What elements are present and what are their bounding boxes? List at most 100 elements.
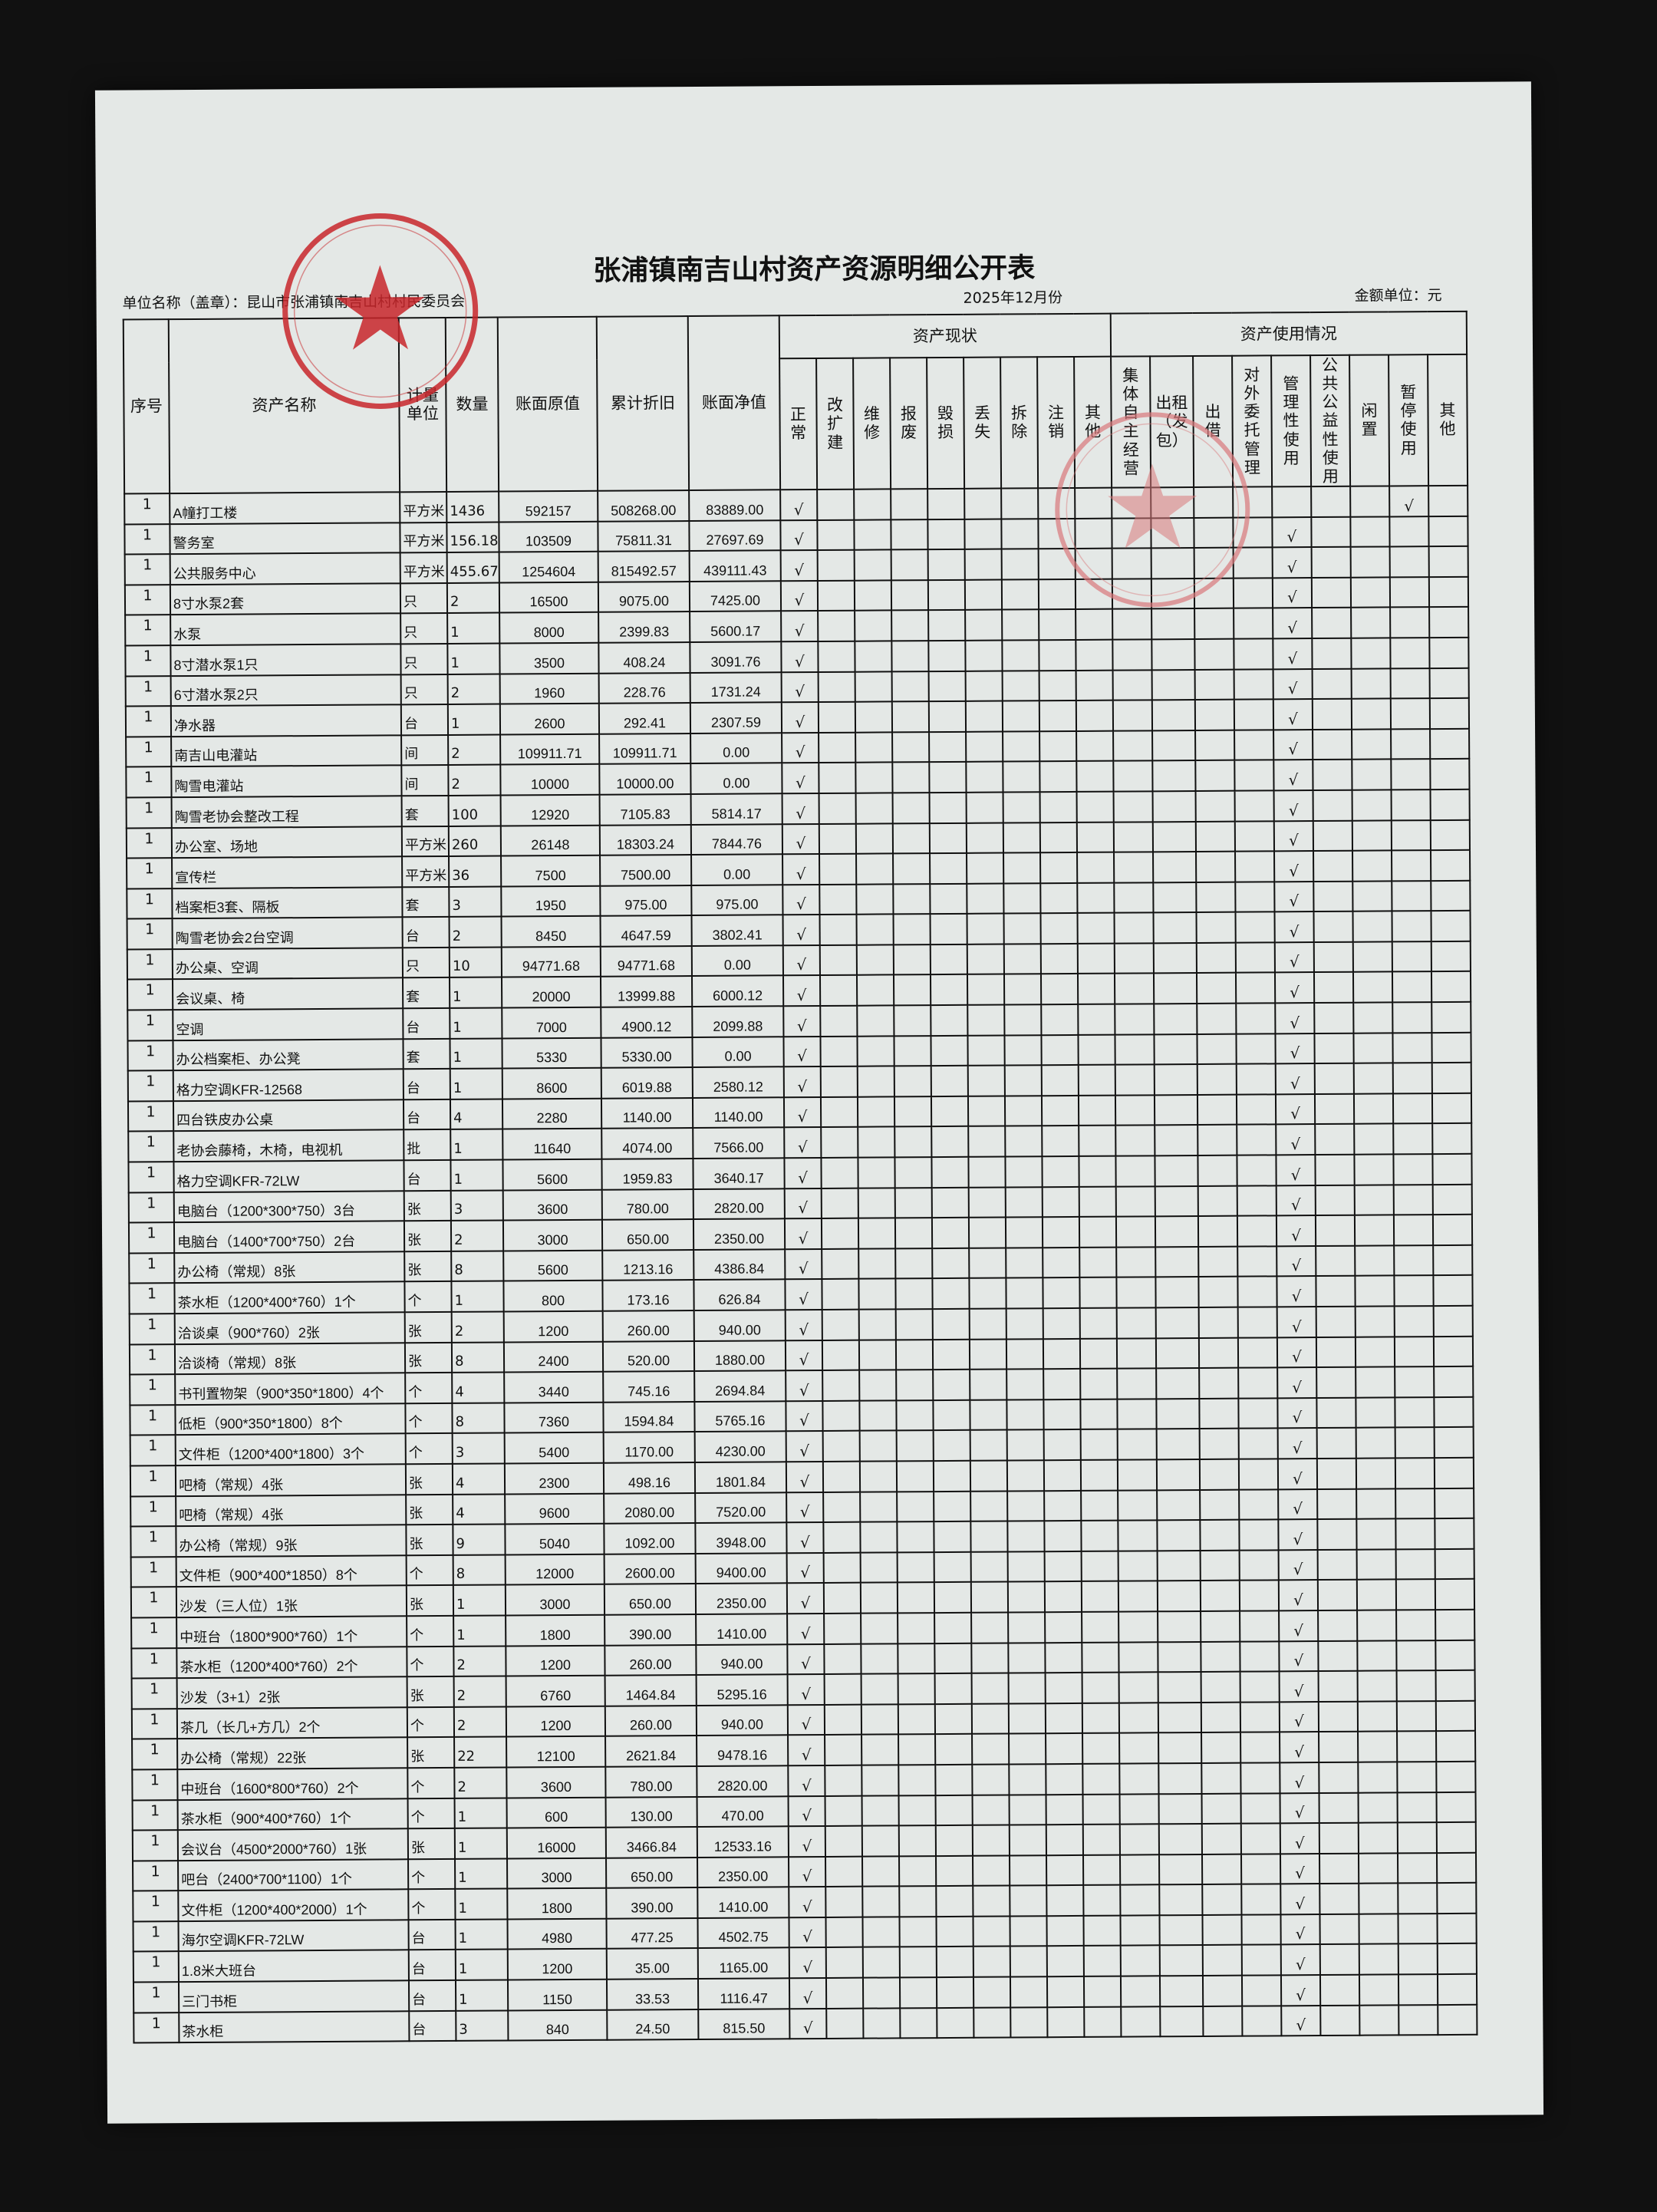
header-usage-7: 暂停使用: [1389, 354, 1429, 486]
usage-cell-2: [1197, 1185, 1237, 1217]
usage-cell-7: [1391, 850, 1431, 882]
status-cell-1: [822, 1309, 859, 1340]
usage-cell-6: [1359, 1914, 1398, 1945]
usage-cell-1: [1151, 548, 1194, 579]
header-usage-3: 对外委托管理: [1232, 355, 1273, 487]
usage-cell-5: [1313, 941, 1353, 973]
usage-cell-1: [1151, 700, 1196, 731]
usage-cell-7: [1392, 1063, 1432, 1094]
status-cell-8: [1082, 1642, 1119, 1673]
usage-cell-8: [1429, 607, 1469, 638]
status-cell-8: [1083, 1915, 1121, 1947]
cell-depreciation: 650.00: [601, 1219, 694, 1251]
status-cell-6: [1010, 1916, 1047, 1947]
status-cell-3: [891, 489, 928, 519]
cell-name: 茶水柜（900*400*760）1个: [177, 1798, 408, 1831]
status-cell-4: [931, 1187, 969, 1218]
status-cell-8: [1078, 1095, 1116, 1126]
usage-cell-0: [1113, 852, 1154, 883]
status-cell-1: [822, 1370, 860, 1401]
status-cell-4: [937, 2007, 974, 2039]
cell-unit: 套: [402, 977, 450, 1009]
usage-cell-0: [1113, 730, 1153, 761]
cell-qty: 1: [447, 612, 500, 644]
usage-cell-0: [1115, 1185, 1155, 1217]
cell-unit: 只: [400, 643, 448, 674]
unit-name-label: 单位名称（盖章）：昆山市张浦镇南吉山村村民委员会: [122, 292, 466, 312]
cell-name: 格力空调KFR-12568: [173, 1069, 404, 1102]
cell-name: 宣传栏: [172, 856, 403, 888]
cell-net: 2307.59: [690, 702, 782, 733]
cell-name: 文件柜（1200*400*1800）3个: [175, 1433, 406, 1466]
check-mark-icon: √: [1273, 729, 1313, 760]
usage-cell-2: [1201, 1671, 1240, 1703]
status-cell-7: [1043, 1459, 1082, 1491]
usage-cell-6: [1354, 1215, 1395, 1246]
status-cell-8: [1079, 1155, 1116, 1187]
cell-depreciation: 130.00: [605, 1796, 697, 1828]
usage-cell-7: [1392, 1002, 1432, 1033]
usage-cell-7: [1390, 668, 1430, 699]
usage-cell-0: [1112, 608, 1152, 640]
cell-unit: 间: [401, 765, 449, 796]
cell-net: 815.50: [698, 2008, 790, 2040]
usage-cell-2: [1197, 1063, 1237, 1095]
status-cell-2: [856, 974, 894, 1006]
status-cell-8: [1078, 1034, 1115, 1066]
usage-cell-7: [1393, 1215, 1434, 1246]
cell-depreciation: 650.00: [605, 1857, 698, 1889]
status-cell-6: [1003, 730, 1040, 762]
status-cell-8: [1082, 1794, 1120, 1825]
usage-cell-5: [1319, 1853, 1359, 1884]
cell-original: 1200: [506, 1706, 606, 1737]
usage-cell-2: [1194, 486, 1234, 518]
usage-cell-3: [1237, 1155, 1277, 1186]
check-mark-icon: √: [1276, 1124, 1316, 1155]
status-cell-6: [1003, 974, 1042, 1005]
status-cell-1: [823, 1583, 861, 1614]
asset-table: 序号 资产名称 计量单位 数量 账面原值 累计折旧 账面净值 资产现状 资产使用…: [123, 311, 1478, 2044]
status-cell-8: [1081, 1520, 1118, 1551]
usage-cell-6: [1356, 1549, 1396, 1581]
cell-seq: 1: [124, 523, 170, 555]
usage-cell-0: [1116, 1337, 1157, 1369]
check-mark-icon: √: [1273, 668, 1313, 700]
cell-qty: 3: [456, 2010, 509, 2042]
usage-cell-0: [1118, 1489, 1158, 1521]
status-cell-3: [899, 1916, 937, 1947]
usage-cell-2: [1200, 1519, 1240, 1551]
usage-cell-3: [1240, 1702, 1280, 1732]
check-mark-icon: √: [781, 702, 819, 733]
status-cell-2: [861, 1643, 898, 1674]
status-cell-3: [894, 1096, 932, 1127]
usage-cell-2: [1198, 1307, 1238, 1338]
cell-qty: 1: [455, 1919, 508, 1950]
usage-cell-6: [1354, 1154, 1394, 1185]
cell-net: 3091.76: [690, 641, 782, 673]
status-cell-7: [1046, 1763, 1083, 1795]
cell-name: A幢打工楼: [170, 492, 400, 524]
check-mark-icon: √: [789, 1978, 827, 2009]
cell-name: 三门书柜: [178, 1980, 410, 2013]
status-cell-7: [1042, 1155, 1079, 1187]
cell-name: 警务室: [170, 522, 400, 555]
status-cell-3: [891, 641, 929, 671]
usage-cell-6: [1358, 1853, 1398, 1884]
cell-original: 1200: [507, 1949, 607, 1980]
usage-cell-6: [1356, 1427, 1395, 1459]
usage-cell-2: [1194, 608, 1234, 639]
check-mark-icon: √: [1280, 1732, 1319, 1763]
status-cell-1: [825, 1765, 862, 1796]
usage-cell-2: [1201, 1793, 1241, 1825]
cell-seq: 1: [127, 1010, 173, 1041]
usage-cell-1: [1158, 1610, 1201, 1642]
cell-seq: 1: [133, 1921, 179, 1952]
status-cell-5: [970, 1521, 1008, 1552]
status-cell-6: [1005, 1156, 1043, 1188]
usage-cell-7: [1393, 1123, 1433, 1155]
status-cell-8: [1078, 1064, 1115, 1096]
status-cell-8: [1077, 882, 1115, 914]
usage-cell-7: [1389, 576, 1430, 608]
cell-unit: 个: [408, 1889, 456, 1920]
status-cell-1: [819, 853, 857, 885]
